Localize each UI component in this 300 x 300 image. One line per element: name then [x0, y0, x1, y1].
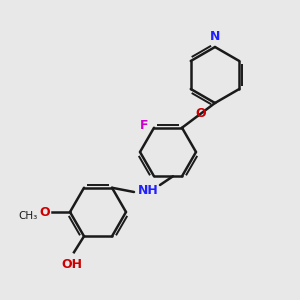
Text: OH: OH: [61, 258, 82, 271]
Text: O: O: [195, 107, 206, 120]
Text: NH: NH: [138, 184, 158, 196]
Text: O: O: [39, 206, 50, 218]
Text: CH₃: CH₃: [19, 211, 38, 221]
Text: N: N: [210, 30, 220, 43]
Text: F: F: [140, 119, 148, 132]
